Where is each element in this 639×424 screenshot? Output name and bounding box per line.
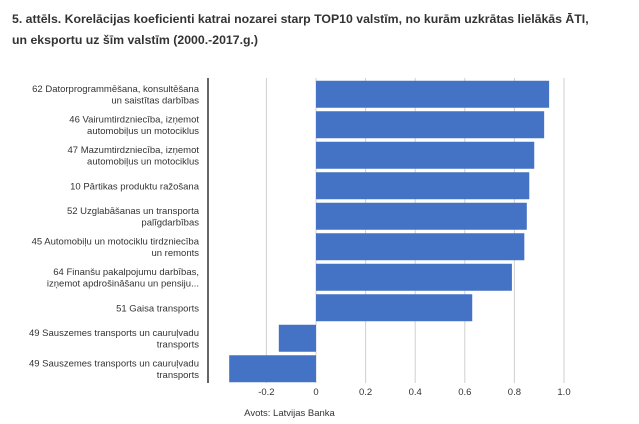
bar bbox=[316, 263, 512, 291]
source-note: Avots: Latvijas Banka bbox=[0, 408, 639, 419]
chart-title: 5. attēls. Korelācijas koeficienti katra… bbox=[12, 9, 622, 51]
x-tick-label: -0.2 bbox=[258, 387, 274, 398]
bar bbox=[229, 355, 316, 383]
bar bbox=[316, 202, 527, 230]
category-label: 49 Sauszemes transports un cauruļvadu bbox=[29, 328, 199, 339]
bar bbox=[316, 294, 473, 322]
x-tick-label: 0.8 bbox=[508, 387, 521, 398]
category-label: 10 Pārtikas produktu ražošana bbox=[70, 181, 200, 192]
category-label: transports bbox=[157, 340, 199, 351]
category-label: automobiļus un motociklus bbox=[87, 126, 199, 137]
category-label: 51 Gaisa transports bbox=[116, 303, 199, 314]
x-tick-label: 0 bbox=[313, 387, 318, 398]
bar bbox=[316, 172, 530, 200]
chart-title-line-2: un eksportu uz šīm valstīm (2000.-2017.g… bbox=[12, 33, 259, 47]
chart-title-line-1: 5. attēls. Korelācijas koeficienti katra… bbox=[12, 12, 589, 26]
bars bbox=[229, 80, 550, 383]
bar bbox=[316, 233, 525, 261]
category-label: 52 Uzglabāšanas un transporta bbox=[67, 206, 200, 217]
category-label: un remonts bbox=[151, 248, 199, 259]
category-label: 62 Datorprogrammēšana, konsultēšana bbox=[32, 84, 200, 95]
category-label: un saistītas darbības bbox=[111, 96, 199, 107]
category-label: palīgdarbības bbox=[141, 218, 199, 229]
category-label: 45 Automobiļu un motociklu tirdzniecība bbox=[32, 237, 200, 248]
source-text: Avots: Latvijas Banka bbox=[244, 408, 335, 419]
x-tick-label: 0.6 bbox=[458, 387, 471, 398]
category-label: izņemot apdrošināšanu un pensiju... bbox=[47, 279, 199, 290]
bar bbox=[278, 324, 316, 352]
x-tick-label: 0.4 bbox=[409, 387, 422, 398]
x-tick-label: 0.2 bbox=[359, 387, 372, 398]
category-label: 49 Sauszemes transports un cauruļvadu bbox=[29, 359, 199, 370]
x-tick-label: 1.0 bbox=[557, 387, 570, 398]
category-label: 46 Vairumtirdzniecība, izņemot bbox=[69, 115, 199, 126]
bar bbox=[316, 111, 545, 139]
category-label: automobiļus un motociklus bbox=[87, 157, 199, 168]
x-axis-ticks: -0.2 0 0.2 0.4 0.6 0.8 1.0 bbox=[258, 387, 570, 398]
bar bbox=[316, 141, 535, 169]
category-label: 47 Mazumtirdzniecība, izņemot bbox=[68, 145, 200, 156]
category-label: 64 Finanšu pakalpojumu darbības, bbox=[53, 267, 199, 278]
bar bbox=[316, 80, 550, 108]
category-label: transports bbox=[157, 370, 199, 381]
